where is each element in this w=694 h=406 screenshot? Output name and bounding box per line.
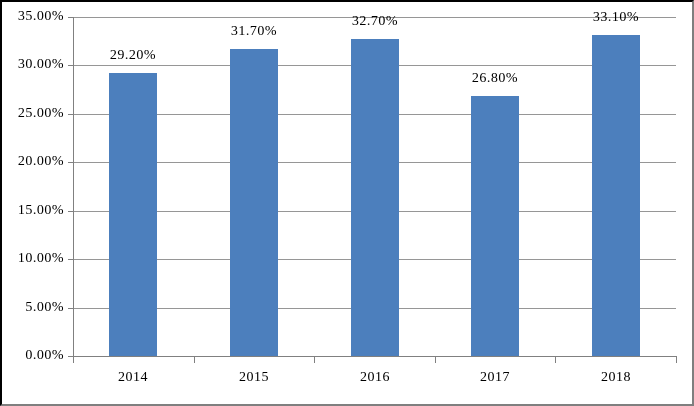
bar-2016 xyxy=(351,39,399,356)
y-axis-label: 35.00% xyxy=(17,9,64,24)
x-axis-label-2014: 2014 xyxy=(118,370,148,385)
bar-value-label-2018: 33.10% xyxy=(592,10,640,25)
x-axis-line xyxy=(73,356,677,357)
y-axis-tick xyxy=(68,308,73,309)
x-axis-label-2018: 2018 xyxy=(601,370,631,385)
y-axis-label: 5.00% xyxy=(25,300,64,315)
y-axis-tick xyxy=(68,162,73,163)
y-axis-tick xyxy=(68,17,73,18)
x-axis-label-2017: 2017 xyxy=(480,370,510,385)
y-axis-label: 15.00% xyxy=(17,203,64,218)
x-axis-label-2016: 2016 xyxy=(360,370,390,385)
y-axis-label: 10.00% xyxy=(17,251,64,266)
y-axis-label: 25.00% xyxy=(17,106,64,121)
x-axis-tick xyxy=(194,357,195,363)
x-axis-tick xyxy=(73,357,74,363)
y-axis-tick xyxy=(68,114,73,115)
x-axis-tick xyxy=(555,357,556,363)
x-axis-tick xyxy=(676,357,677,363)
bar-value-label-2016: 32.70% xyxy=(351,14,399,29)
bar-value-label-2015: 31.70% xyxy=(230,24,278,39)
gridline xyxy=(73,17,676,18)
x-axis-tick xyxy=(435,357,436,363)
bar-2017 xyxy=(471,96,519,356)
y-axis-label: 20.00% xyxy=(17,154,64,169)
y-axis-label: 0.00% xyxy=(25,348,64,363)
bar-value-label-2014: 29.20% xyxy=(109,48,157,63)
y-axis-tick xyxy=(68,259,73,260)
y-axis-tick xyxy=(68,65,73,66)
x-axis-tick xyxy=(314,357,315,363)
x-axis-label-2015: 2015 xyxy=(239,370,269,385)
y-axis-line xyxy=(73,17,74,357)
bar-2014 xyxy=(109,73,157,356)
y-axis-tick xyxy=(68,356,73,357)
y-axis-label: 30.00% xyxy=(17,57,64,72)
bar-2015 xyxy=(230,49,278,356)
bar-value-label-2017: 26.80% xyxy=(471,71,519,86)
y-axis-tick xyxy=(68,211,73,212)
bar-2018 xyxy=(592,35,640,356)
